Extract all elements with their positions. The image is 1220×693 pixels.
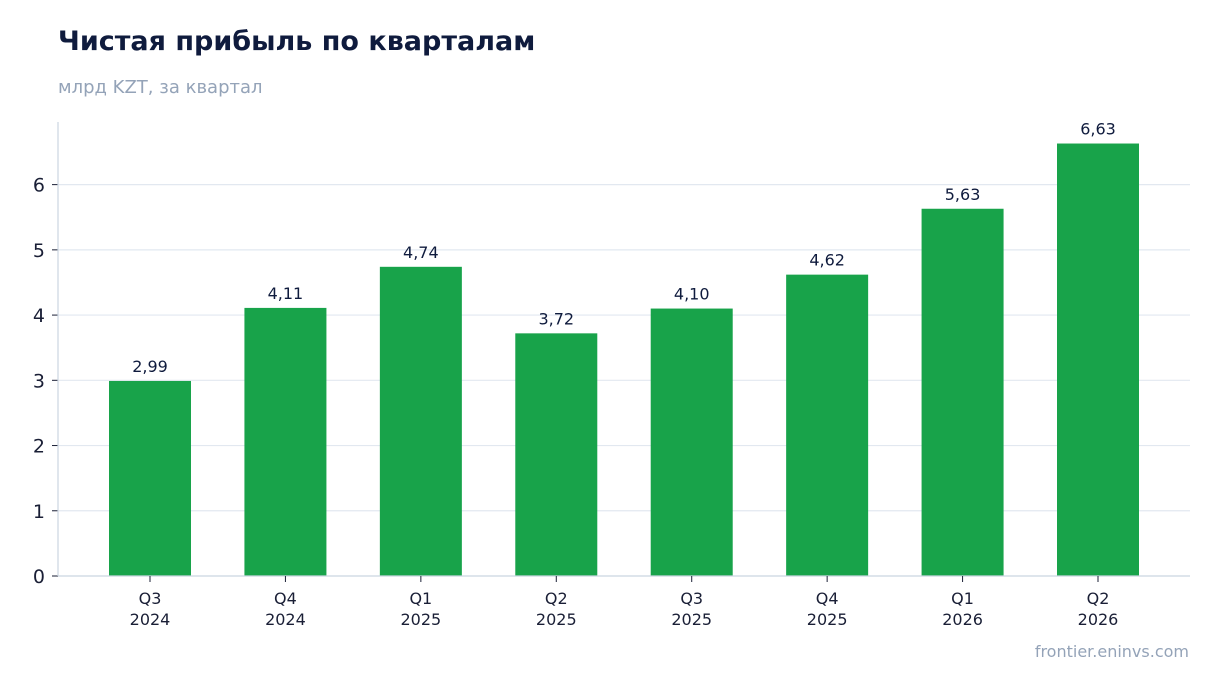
bar-value-label: 6,63 — [1080, 120, 1116, 139]
y-tick-label: 3 — [33, 370, 45, 392]
x-tick-label-quarter: Q1 — [409, 589, 432, 608]
bar-value-label: 3,72 — [538, 309, 574, 328]
x-tick-label-year: 2025 — [671, 610, 712, 629]
x-tick-label-quarter: Q3 — [139, 589, 162, 608]
x-tick-label-year: 2026 — [942, 610, 983, 629]
x-tick-label-quarter: Q4 — [274, 589, 297, 608]
x-tick-label-quarter: Q2 — [1087, 589, 1110, 608]
y-tick-label: 6 — [33, 175, 45, 197]
x-tick-label-year: 2024 — [130, 610, 171, 629]
bar — [921, 208, 1004, 577]
bar — [786, 274, 869, 576]
x-tick-label-quarter: Q3 — [680, 589, 703, 608]
x-tick-label-year: 2025 — [807, 610, 848, 629]
x-tick-label-year: 2024 — [265, 610, 306, 629]
bar — [109, 380, 191, 576]
y-tick-label: 4 — [33, 305, 45, 327]
x-tick-label-year: 2025 — [536, 610, 577, 629]
bar-value-label: 4,10 — [674, 285, 710, 304]
source-link[interactable]: frontier.eninvs.com — [1034, 642, 1189, 661]
x-tick-label-year: 2026 — [1078, 610, 1119, 629]
grid-layer — [58, 184, 1190, 512]
bars-layer — [109, 143, 1139, 577]
x-tick-label-quarter: Q2 — [545, 589, 568, 608]
bar — [650, 308, 733, 576]
chart-subtitle: млрд KZT, за квартал — [58, 77, 263, 98]
x-tick-label-year: 2025 — [400, 610, 441, 629]
bar-value-label: 4,74 — [403, 243, 439, 262]
y-tick-label: 1 — [33, 501, 45, 523]
y-tick-label: 0 — [33, 566, 45, 588]
labels-layer: 0 1 2 3 4 5 6 2,99 Q3 2024 4,11 Q4 2024 4,74 Q1 2025 3,7… — [33, 120, 1118, 629]
x-tick-label-quarter: Q4 — [816, 589, 839, 608]
y-tick-label: 2 — [33, 436, 45, 458]
bar-value-label: 4,11 — [268, 284, 304, 303]
y-tick-label: 5 — [33, 240, 45, 262]
bar — [1057, 143, 1139, 576]
bar-value-label: 2,99 — [132, 357, 168, 376]
bar — [379, 266, 462, 576]
bar — [515, 333, 598, 576]
bar — [244, 307, 327, 576]
bar-value-label: 4,62 — [809, 251, 845, 270]
bar-value-label: 5,63 — [945, 185, 981, 204]
x-tick-label-quarter: Q1 — [951, 589, 974, 608]
chart-title: Чистая прибыль по кварталам — [58, 26, 536, 57]
axes-layer — [52, 122, 1190, 582]
